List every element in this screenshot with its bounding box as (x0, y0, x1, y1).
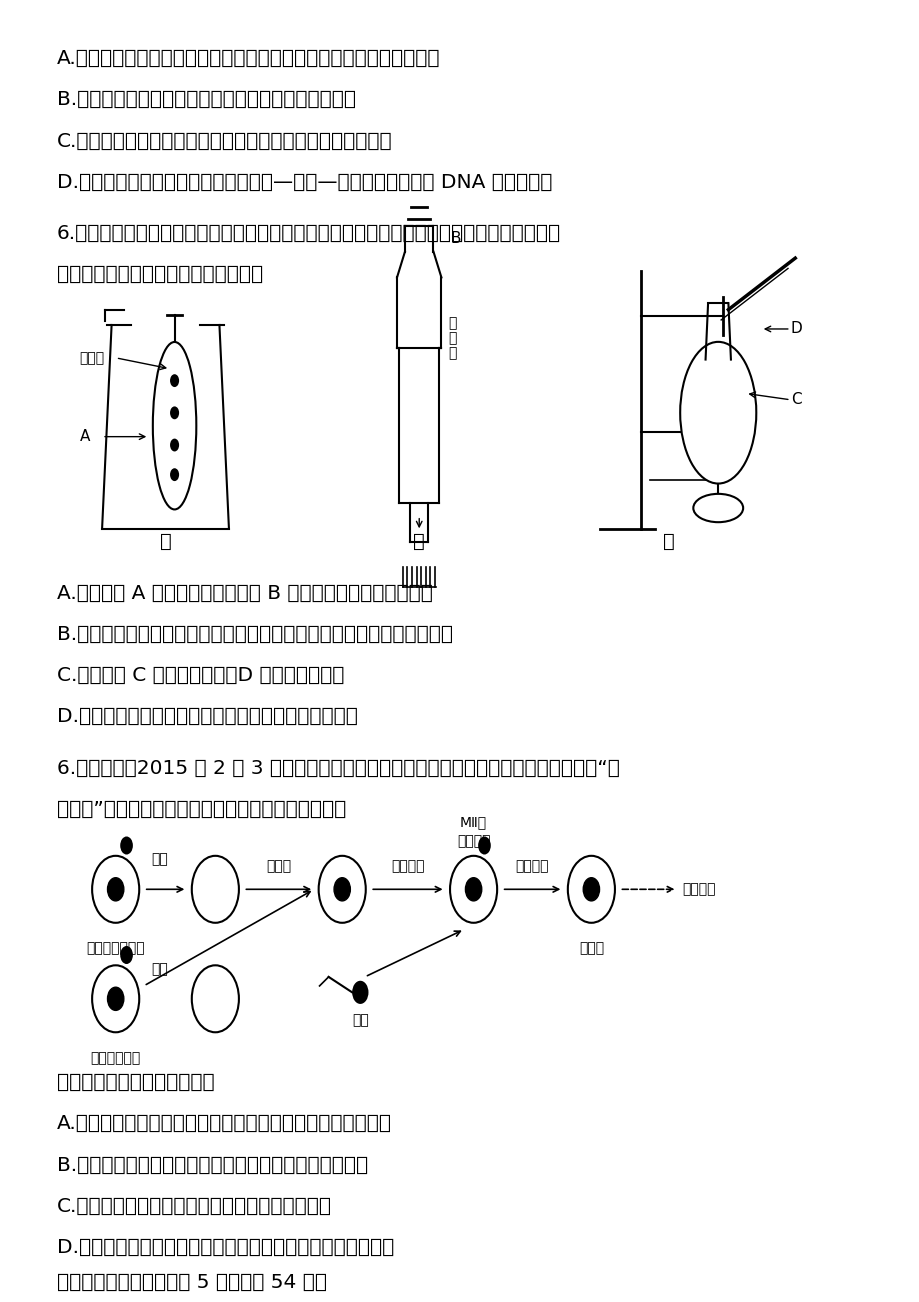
Text: 受精卵: 受精卵 (578, 941, 603, 956)
Text: B.三亲婴儿的培育还需要早期胚胎培养和胚胎移植等技术: B.三亲婴儿的培育还需要早期胚胎培养和胚胎移植等技术 (57, 1155, 368, 1174)
Text: 6.（选修三）2015 年 2 月 3 日，英国议会下院通过一项历史性法案，允许以医学手段培育“三: 6.（选修三）2015 年 2 月 3 日，英国议会下院通过一项历史性法案，允许… (57, 759, 619, 777)
Text: 甲: 甲 (160, 533, 171, 551)
Circle shape (334, 878, 350, 901)
Text: 精子: 精子 (352, 1014, 369, 1027)
Text: D.丙图显示的是胡萝卜素提取过程中的过滤萱取和蒸馏: D.丙图显示的是胡萝卜素提取过程中的过滤萱取和蒸馏 (57, 707, 357, 727)
Circle shape (170, 406, 179, 419)
Text: C.利用胰蛋白酶作用于离体的动物组织，使其分散成单个细胞: C.利用胰蛋白酶作用于离体的动物组织，使其分散成单个细胞 (57, 132, 392, 151)
Text: C.三亲婴儿的遗传物质全部来自母亲提供的细胞核: C.三亲婴儿的遗传物质全部来自母亲提供的细胞核 (57, 1197, 332, 1216)
Text: 去核: 去核 (151, 853, 167, 867)
Ellipse shape (695, 371, 731, 428)
Ellipse shape (693, 493, 743, 522)
Text: 亲婴儿”。三亲婴儿的培育过程可选用如下技术路线：: 亲婴儿”。三亲婴儿的培育过程可选用如下技术路线： (57, 799, 346, 819)
Circle shape (170, 469, 179, 482)
Circle shape (449, 855, 496, 923)
Ellipse shape (679, 342, 755, 483)
Text: A.甲装置中 A 是讎馏水，乙装置中 B 溶液的作用是洗脱血红蛋白: A.甲装置中 A 是讎馏水，乙装置中 B 溶液的作用是洗脱血红蛋白 (57, 583, 432, 603)
Circle shape (108, 878, 124, 901)
Text: 体外受精: 体外受精 (516, 859, 549, 874)
Circle shape (108, 987, 124, 1010)
Text: D: D (789, 322, 801, 336)
Text: B: B (450, 232, 460, 246)
Text: D.其他条件适宜的情况下，可利用高温—低温—中温的变化来完成 DNA 的体外扩增: D.其他条件适宜的情况下，可利用高温—低温—中温的变化来完成 DNA 的体外扩增 (57, 173, 551, 191)
Text: 卵母细胞: 卵母细胞 (457, 835, 490, 849)
Circle shape (92, 855, 139, 923)
Circle shape (352, 980, 369, 1004)
Circle shape (92, 965, 139, 1032)
Circle shape (318, 855, 366, 923)
Text: 取核: 取核 (151, 962, 167, 976)
Text: C: C (789, 392, 800, 408)
Circle shape (191, 855, 239, 923)
Text: 体外培养: 体外培养 (391, 859, 425, 874)
Text: 母亲卵母细胞: 母亲卵母细胞 (90, 1051, 141, 1065)
Text: 捐献者卵母细胞: 捐献者卵母细胞 (86, 941, 145, 956)
Circle shape (465, 878, 482, 901)
Text: B.乙装置分离时，待红色的蛋白质接近色谱柱底端时，用试管收集流出液: B.乙装置分离时，待红色的蛋白质接近色谱柱底端时，用试管收集流出液 (57, 625, 452, 643)
Text: 6.（选修一）下图甲、乙表示血红蛋白提取和分离的部分实验装置，图丙表示提取胡萝卜素的: 6.（选修一）下图甲、乙表示血红蛋白提取和分离的部分实验装置，图丙表示提取胡萝卜… (57, 224, 561, 243)
Text: MⅡ期: MⅡ期 (460, 815, 487, 829)
Text: D.为避免母体对植入的胚胎产生排斥反应，应注射免疫抑制剂: D.为避免母体对植入的胚胎产生排斥反应，应注射免疫抑制剂 (57, 1238, 393, 1256)
Text: 核移植: 核移植 (266, 859, 291, 874)
Circle shape (567, 855, 614, 923)
Circle shape (120, 836, 132, 854)
Text: 三亲婴儿: 三亲婴儿 (681, 883, 715, 896)
Text: A.利用控制细胞分裂素和生长素的不同比例以调节脱分化或再分化过程: A.利用控制细胞分裂素和生长素的不同比例以调节脱分化或再分化过程 (57, 49, 440, 68)
Text: A: A (79, 430, 90, 444)
Text: B.利用选择培养基筛选出产生特异性抗体的杂交瘀细胞: B.利用选择培养基筛选出产生特异性抗体的杂交瘀细胞 (57, 90, 356, 109)
Ellipse shape (153, 342, 196, 509)
Text: 乙: 乙 (413, 533, 425, 551)
Text: 操
作
压: 操 作 压 (448, 316, 456, 361)
Text: 部分实验装置。下列相关叙述正确的是: 部分实验装置。下列相关叙述正确的是 (57, 266, 263, 284)
Circle shape (120, 947, 132, 963)
Circle shape (170, 439, 179, 452)
Text: 据图分析，下列叙述正确的是: 据图分析，下列叙述正确的是 (57, 1073, 214, 1092)
Circle shape (583, 878, 599, 901)
Text: 透析袋: 透析袋 (79, 350, 105, 365)
Circle shape (170, 374, 179, 387)
Text: 二、非选择题：本大题共 5 小题，共 54 分。: 二、非选择题：本大题共 5 小题，共 54 分。 (57, 1272, 326, 1292)
Circle shape (478, 836, 490, 854)
Text: C.装置丙中 C 中装的是酒精，D 中装的是萱取剂: C.装置丙中 C 中装的是酒精，D 中装的是萱取剂 (57, 667, 344, 685)
Text: 丙: 丙 (662, 533, 674, 551)
Text: A.为了获得更多的卵母细胞，需要对捐献者和母亲注射雌激素: A.为了获得更多的卵母细胞，需要对捐献者和母亲注射雌激素 (57, 1115, 391, 1133)
Circle shape (191, 965, 239, 1032)
